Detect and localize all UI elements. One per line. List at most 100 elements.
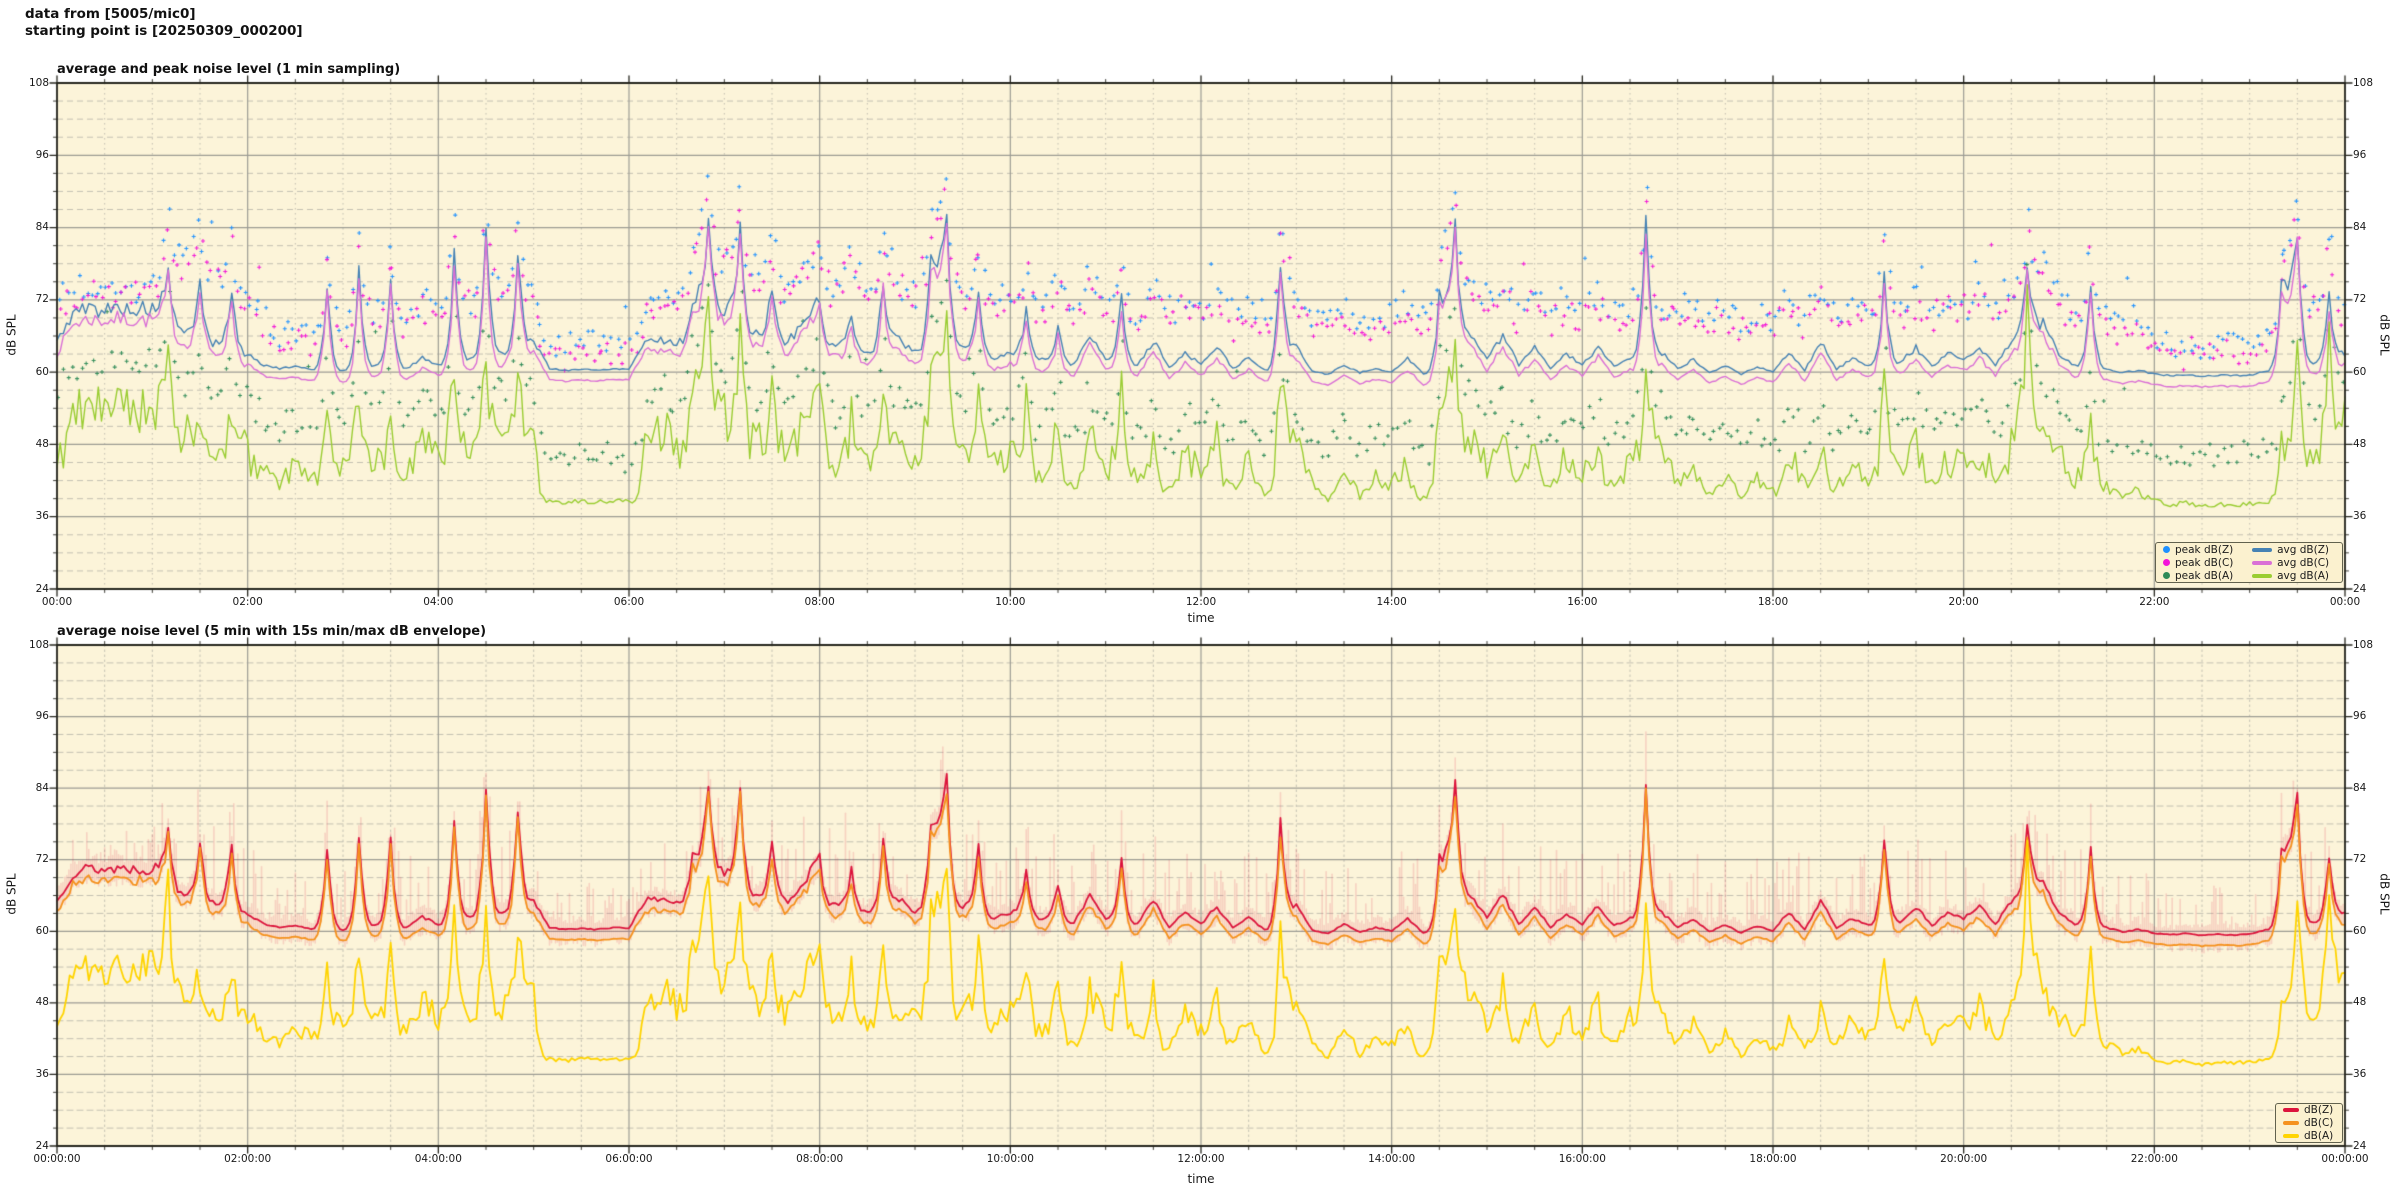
x-tick-label: 06:00:00	[605, 1153, 653, 1165]
x-tick-label: 00:00	[2329, 596, 2361, 608]
legend-swatch-dot	[2163, 559, 2170, 566]
x-tick-label: 16:00:00	[1558, 1153, 1606, 1165]
y-tick-label-right: 108	[2353, 76, 2374, 89]
figure-header: data from [5005/mic0] starting point is …	[25, 6, 303, 40]
y-tick-label-left: 36	[35, 510, 49, 523]
legend-swatch-dot	[2163, 546, 2170, 553]
x-tick-label: 20:00	[1948, 596, 1979, 608]
y-tick-label-right: 96	[2353, 148, 2367, 161]
y-tick-label-right: 84	[2353, 781, 2367, 794]
y-tick-label-left: 96	[35, 148, 49, 161]
y-tick-label-right: 108	[2353, 638, 2374, 651]
legend-entry: peak dB(A)	[2163, 570, 2240, 582]
y-tick-label-right: 60	[2353, 365, 2367, 378]
legend-entry: peak dB(C)	[2163, 557, 2240, 569]
x-tick-label: 16:00	[1567, 596, 1598, 608]
legend-entry: avg dB(C)	[2252, 557, 2335, 569]
x-tick-label: 22:00:00	[2130, 1153, 2178, 1165]
legend-label: peak dB(Z)	[2175, 543, 2234, 556]
x-tick-label: 00:00:00	[33, 1153, 81, 1165]
x-tick-label: 12:00	[1185, 596, 1217, 608]
x-tick-label: 02:00:00	[224, 1153, 272, 1165]
y-tick-label-left: 48	[35, 437, 49, 450]
chart2-ylabel-right: dB SPL	[2377, 873, 2392, 915]
x-tick-label: 22:00	[2139, 596, 2170, 608]
x-tick-label: 08:00	[804, 596, 835, 608]
legend-label: dB(C)	[2304, 1117, 2334, 1129]
y-tick-label-left: 84	[35, 781, 49, 794]
legend-swatch-line	[2283, 1121, 2299, 1125]
y-tick-label-right: 96	[2353, 710, 2367, 723]
y-tick-label-left: 108	[28, 76, 49, 89]
chart2-title: average noise level (5 min with 15s min/…	[57, 624, 487, 639]
x-tick-label: 00:00	[41, 596, 73, 608]
legend-entry: dB(Z)	[2283, 1104, 2333, 1116]
x-tick-label: 08:00:00	[796, 1153, 844, 1165]
x-tick-label: 06:00	[613, 596, 645, 608]
chart2-ylabel-left: dB SPL	[4, 873, 19, 915]
x-tick-label: 10:00:00	[986, 1153, 1034, 1165]
header-line-1: data from [5005/mic0]	[25, 6, 196, 22]
y-tick-label-right: 72	[2353, 293, 2367, 306]
y-tick-label-left: 72	[35, 853, 49, 866]
chart1-xlabel: time	[1187, 611, 1215, 625]
y-tick-label-left: 72	[35, 293, 49, 306]
y-tick-label-left: 36	[35, 1067, 49, 1080]
y-tick-label-left: 24	[35, 1139, 49, 1152]
y-tick-label-right: 36	[2353, 1067, 2367, 1080]
chart1-ylabel-left: dB SPL	[4, 314, 19, 356]
legend-label: dB(Z)	[2304, 1104, 2334, 1116]
legend-entry: avg dB(A)	[2252, 570, 2335, 582]
chart1-ylabel-right: dB SPL	[2377, 314, 2392, 356]
x-tick-label: 02:00	[232, 596, 263, 608]
y-tick-label-right: 48	[2353, 996, 2367, 1009]
legend-label: avg dB(Z)	[2277, 543, 2330, 556]
legend-entry: dB(A)	[2283, 1130, 2333, 1142]
y-tick-label-right: 48	[2353, 437, 2367, 450]
legend-swatch-line	[2252, 547, 2273, 552]
legend-entry: dB(C)	[2283, 1117, 2333, 1129]
y-tick-label-left: 84	[35, 221, 49, 234]
x-tick-label: 14:00:00	[1368, 1153, 1416, 1165]
y-tick-label-left: 24	[35, 582, 49, 595]
chart1-legend: peak dB(Z) avg dB(Z) peak dB(C) avg dB(C) pe…	[2155, 542, 2343, 583]
legend-label: avg dB(C)	[2277, 556, 2330, 569]
chart2-xlabel: time	[1187, 1172, 1215, 1186]
header-line-2: starting point is [20250309_000200]	[25, 23, 303, 39]
y-tick-label-right: 24	[2353, 582, 2367, 595]
y-tick-label-left: 108	[28, 638, 49, 651]
y-tick-label-right: 84	[2353, 221, 2367, 234]
y-tick-label-right: 60	[2353, 924, 2367, 937]
legend-entry: avg dB(Z)	[2252, 544, 2335, 556]
y-tick-label-left: 60	[35, 365, 49, 378]
y-tick-label-right: 72	[2353, 853, 2367, 866]
y-tick-label-right: 24	[2353, 1139, 2367, 1152]
legend-label: avg dB(A)	[2277, 569, 2330, 582]
y-tick-label-left: 96	[35, 710, 49, 723]
x-tick-label: 12:00:00	[1177, 1153, 1225, 1165]
y-tick-label-left: 60	[35, 924, 49, 937]
x-tick-label: 04:00:00	[414, 1153, 462, 1165]
legend-swatch-line	[2283, 1134, 2299, 1138]
x-tick-label: 18:00:00	[1749, 1153, 1797, 1165]
x-tick-label: 04:00	[423, 596, 454, 608]
legend-swatch-dot	[2163, 572, 2170, 579]
legend-label: peak dB(A)	[2175, 569, 2234, 582]
x-tick-label: 00:00:00	[2321, 1153, 2369, 1165]
legend-entry: peak dB(Z)	[2163, 544, 2240, 556]
y-tick-label-left: 48	[35, 996, 49, 1009]
x-tick-label: 10:00	[995, 596, 1026, 608]
legend-swatch-line	[2283, 1108, 2299, 1112]
legend-label: dB(A)	[2304, 1130, 2334, 1142]
chart2-legend: dB(Z) dB(C) dB(A)	[2275, 1103, 2343, 1143]
x-tick-label: 18:00	[1757, 596, 1789, 608]
legend-swatch-line	[2252, 573, 2273, 578]
chart1-title: average and peak noise level (1 min samp…	[57, 62, 401, 77]
legend-label: peak dB(C)	[2175, 556, 2234, 569]
legend-swatch-line	[2252, 560, 2273, 565]
x-tick-label: 20:00:00	[1940, 1153, 1988, 1165]
y-tick-label-right: 36	[2353, 510, 2367, 523]
x-tick-label: 14:00	[1376, 596, 1407, 608]
